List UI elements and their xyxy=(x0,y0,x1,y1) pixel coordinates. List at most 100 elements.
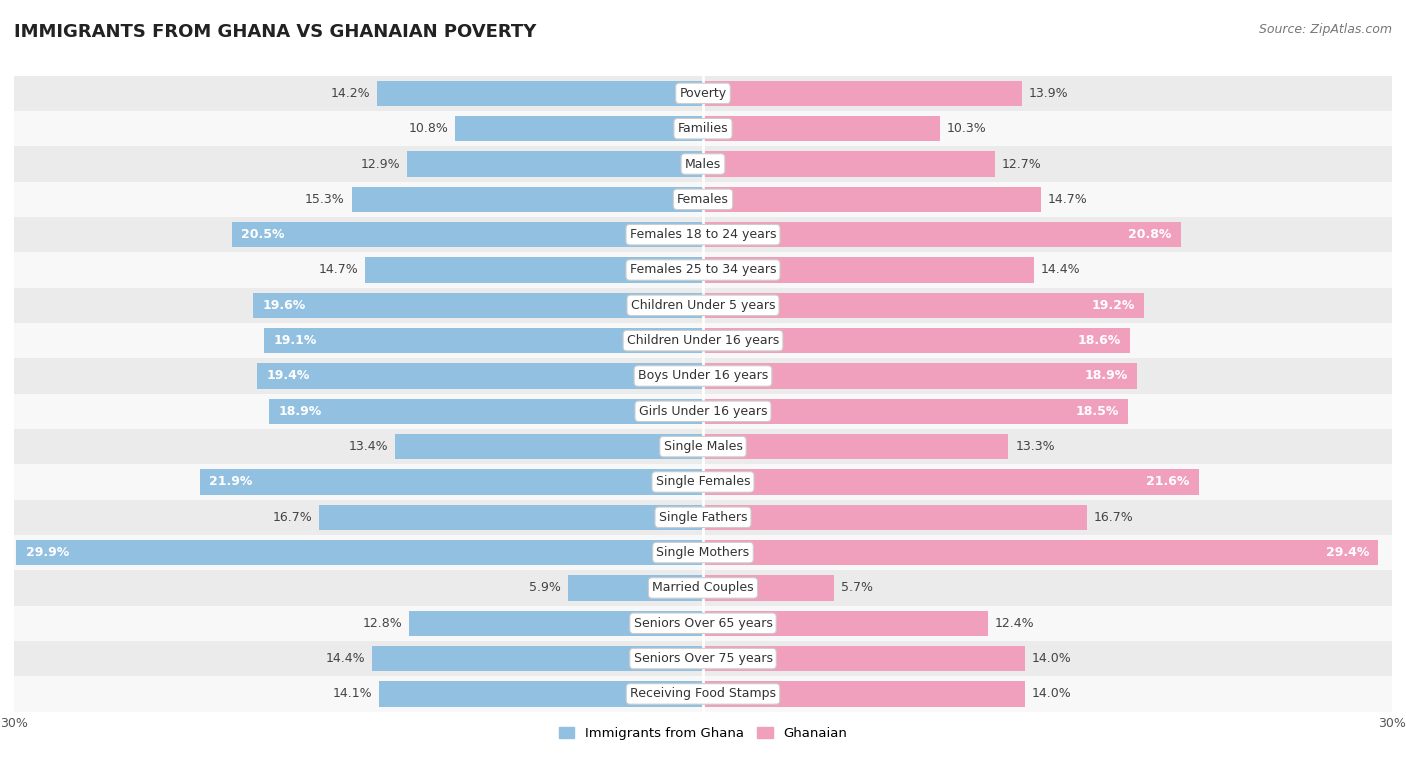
Text: Receiving Food Stamps: Receiving Food Stamps xyxy=(630,687,776,700)
Text: Children Under 5 years: Children Under 5 years xyxy=(631,299,775,312)
Bar xyxy=(703,434,1008,459)
Bar xyxy=(264,328,703,354)
Bar xyxy=(703,116,939,142)
Bar xyxy=(703,293,1144,318)
Text: 14.7%: 14.7% xyxy=(319,263,359,276)
Bar xyxy=(14,641,1392,676)
Text: 13.9%: 13.9% xyxy=(1029,87,1069,100)
Text: 18.6%: 18.6% xyxy=(1078,334,1121,347)
Bar xyxy=(395,434,703,459)
Bar xyxy=(319,505,703,530)
Text: 5.9%: 5.9% xyxy=(529,581,561,594)
Bar xyxy=(703,151,994,176)
Bar xyxy=(703,646,1025,671)
Bar xyxy=(17,540,703,565)
Bar xyxy=(14,429,1392,464)
Bar xyxy=(373,646,703,671)
Bar xyxy=(14,464,1392,500)
Legend: Immigrants from Ghana, Ghanaian: Immigrants from Ghana, Ghanaian xyxy=(558,727,848,740)
Text: 10.8%: 10.8% xyxy=(408,122,449,136)
Text: 29.9%: 29.9% xyxy=(25,546,69,559)
Text: Females 18 to 24 years: Females 18 to 24 years xyxy=(630,228,776,241)
Text: 12.7%: 12.7% xyxy=(1001,157,1042,170)
Bar xyxy=(14,535,1392,570)
Bar xyxy=(14,606,1392,641)
Text: 14.4%: 14.4% xyxy=(326,652,366,665)
Text: 14.0%: 14.0% xyxy=(1032,652,1071,665)
Bar xyxy=(14,111,1392,146)
Text: Single Fathers: Single Fathers xyxy=(659,511,747,524)
Text: 16.7%: 16.7% xyxy=(1094,511,1133,524)
Bar xyxy=(703,575,834,600)
Bar xyxy=(568,575,703,600)
Text: 13.3%: 13.3% xyxy=(1015,440,1054,453)
Text: 13.4%: 13.4% xyxy=(349,440,388,453)
Text: Single Females: Single Females xyxy=(655,475,751,488)
Bar xyxy=(703,222,1181,248)
Bar xyxy=(703,469,1199,494)
Bar xyxy=(232,222,703,248)
Bar xyxy=(14,500,1392,535)
Text: 18.9%: 18.9% xyxy=(1084,369,1128,382)
Text: 19.2%: 19.2% xyxy=(1091,299,1135,312)
Bar xyxy=(14,252,1392,288)
Bar xyxy=(377,81,703,106)
Text: 21.6%: 21.6% xyxy=(1146,475,1189,488)
Bar xyxy=(703,363,1137,388)
Text: 20.8%: 20.8% xyxy=(1128,228,1171,241)
Bar xyxy=(352,187,703,212)
Bar xyxy=(703,540,1378,565)
Text: 10.3%: 10.3% xyxy=(946,122,986,136)
Text: Married Couples: Married Couples xyxy=(652,581,754,594)
Text: 15.3%: 15.3% xyxy=(305,193,344,206)
Text: 20.5%: 20.5% xyxy=(242,228,285,241)
Text: 14.7%: 14.7% xyxy=(1047,193,1087,206)
Text: Females 25 to 34 years: Females 25 to 34 years xyxy=(630,263,776,276)
Text: 21.9%: 21.9% xyxy=(209,475,253,488)
Text: Families: Families xyxy=(678,122,728,136)
Text: 19.6%: 19.6% xyxy=(262,299,305,312)
Text: Single Males: Single Males xyxy=(664,440,742,453)
Bar xyxy=(253,293,703,318)
Bar xyxy=(14,217,1392,252)
Text: 16.7%: 16.7% xyxy=(273,511,312,524)
Bar xyxy=(703,81,1022,106)
Text: 14.4%: 14.4% xyxy=(1040,263,1080,276)
Text: 18.5%: 18.5% xyxy=(1076,405,1119,418)
Bar xyxy=(14,394,1392,429)
Bar xyxy=(14,323,1392,358)
Text: 12.8%: 12.8% xyxy=(363,617,402,630)
Bar xyxy=(456,116,703,142)
Text: 5.7%: 5.7% xyxy=(841,581,873,594)
Text: Source: ZipAtlas.com: Source: ZipAtlas.com xyxy=(1258,23,1392,36)
Text: 12.4%: 12.4% xyxy=(994,617,1035,630)
Bar xyxy=(703,187,1040,212)
Bar xyxy=(703,328,1130,354)
Text: Boys Under 16 years: Boys Under 16 years xyxy=(638,369,768,382)
Bar xyxy=(14,288,1392,323)
Text: Girls Under 16 years: Girls Under 16 years xyxy=(638,405,768,418)
Bar xyxy=(14,570,1392,606)
Text: 14.2%: 14.2% xyxy=(330,87,370,100)
Bar xyxy=(366,257,703,282)
Bar xyxy=(409,611,703,636)
Bar xyxy=(14,182,1392,217)
Text: Males: Males xyxy=(685,157,721,170)
Bar xyxy=(703,399,1128,424)
Text: 14.0%: 14.0% xyxy=(1032,687,1071,700)
Bar xyxy=(200,469,703,494)
Bar xyxy=(406,151,703,176)
Text: Females: Females xyxy=(678,193,728,206)
Text: Children Under 16 years: Children Under 16 years xyxy=(627,334,779,347)
Text: Seniors Over 65 years: Seniors Over 65 years xyxy=(634,617,772,630)
Text: Seniors Over 75 years: Seniors Over 75 years xyxy=(634,652,772,665)
Bar xyxy=(703,505,1087,530)
Bar xyxy=(14,676,1392,712)
Text: 19.4%: 19.4% xyxy=(267,369,311,382)
Text: IMMIGRANTS FROM GHANA VS GHANAIAN POVERTY: IMMIGRANTS FROM GHANA VS GHANAIAN POVERT… xyxy=(14,23,537,41)
Bar xyxy=(380,681,703,706)
Bar xyxy=(703,681,1025,706)
Text: Single Mothers: Single Mothers xyxy=(657,546,749,559)
Text: 29.4%: 29.4% xyxy=(1326,546,1369,559)
Text: 19.1%: 19.1% xyxy=(274,334,316,347)
